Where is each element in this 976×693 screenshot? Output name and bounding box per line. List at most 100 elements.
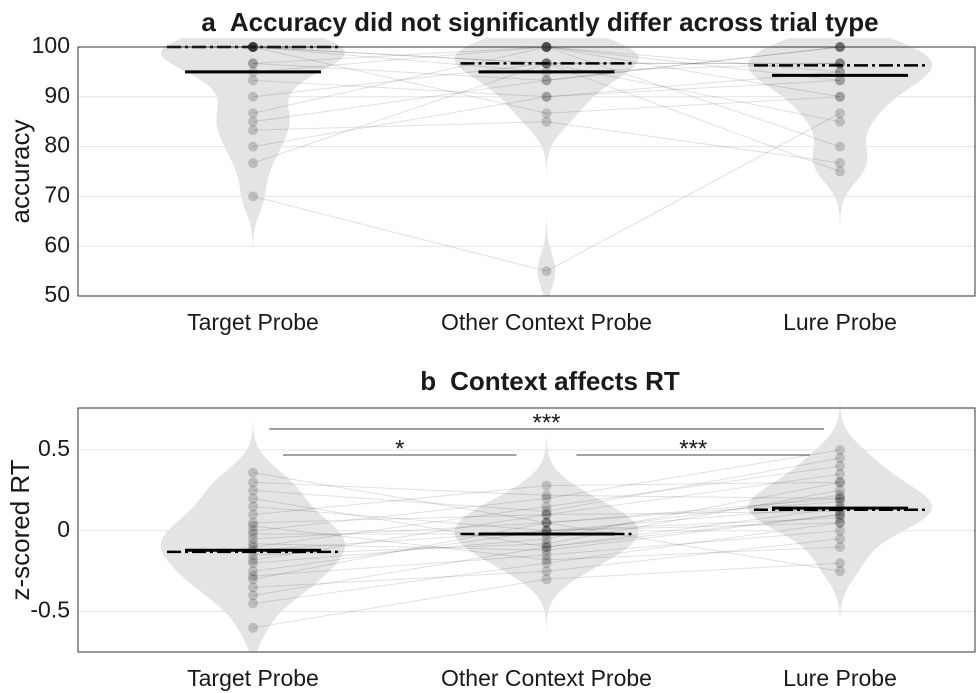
- y-tick-label: 50: [44, 281, 70, 307]
- participant-line: [252, 46, 841, 123]
- participant-point: [835, 490, 845, 501]
- participant-point: [541, 266, 552, 277]
- participant-point: [541, 550, 552, 561]
- participant-point: [248, 141, 258, 152]
- participant-point: [835, 453, 845, 464]
- violin: [454, 38, 639, 296]
- participant-point: [248, 558, 258, 569]
- participant-point: [835, 485, 845, 496]
- participant-point: [248, 598, 258, 609]
- panel-title: Context affects RT: [450, 366, 680, 396]
- participant-point: [248, 58, 258, 69]
- participant-point: [835, 116, 845, 127]
- x-tick-label: Target Probe: [187, 665, 319, 691]
- x-tick-label: Lure Probe: [783, 309, 897, 335]
- participant-point: [248, 520, 258, 531]
- participant-line: [252, 46, 841, 114]
- participant-point: [541, 506, 552, 517]
- participant-point: [541, 566, 552, 577]
- participant-point: [541, 545, 552, 556]
- participant-point: [541, 490, 552, 501]
- y-axis-label: accuracy: [5, 119, 35, 223]
- participant-point: [248, 58, 258, 69]
- participant-point: [835, 91, 845, 102]
- panel-title: Accuracy did not significantly differ ac…: [230, 7, 879, 37]
- participant-line: [252, 112, 841, 272]
- participant-point: [248, 125, 258, 136]
- y-tick-label: 70: [44, 181, 70, 207]
- participant-point: [248, 509, 258, 520]
- participant-point: [835, 91, 845, 102]
- participant-point: [248, 529, 258, 540]
- participant-line: [252, 473, 841, 524]
- participant-line: [252, 121, 841, 164]
- chart-title: b Context affects RT: [420, 366, 680, 396]
- participant-point: [541, 574, 552, 585]
- participant-point: [835, 477, 845, 488]
- participant-point: [541, 480, 552, 491]
- y-tick-label: 0.5: [38, 435, 70, 461]
- y-tick-label: 80: [44, 132, 70, 158]
- participant-line: [252, 46, 841, 81]
- participant-point: [248, 75, 258, 86]
- participant-point: [835, 509, 845, 520]
- participant-line: [252, 562, 841, 629]
- participant-line: [252, 472, 841, 572]
- violin: [161, 38, 345, 296]
- participant-point: [541, 554, 552, 565]
- participant-line: [252, 510, 841, 561]
- participant-line: [252, 481, 841, 516]
- participant-line: [252, 497, 841, 548]
- participant-point: [541, 558, 552, 569]
- participant-point: [248, 554, 258, 565]
- participant-point: [541, 541, 552, 552]
- participant-point: [835, 58, 845, 69]
- participant-point: [248, 493, 258, 504]
- y-tick-label: 100: [32, 32, 70, 58]
- plot-frame: [77, 407, 976, 653]
- participant-point: [835, 461, 845, 472]
- participant-point: [541, 509, 552, 520]
- participant-point: [248, 622, 258, 633]
- participant-point: [248, 108, 258, 119]
- participant-point: [835, 445, 845, 456]
- participant-point: [835, 108, 845, 119]
- participant-point: [248, 116, 258, 127]
- participant-line: [252, 506, 841, 532]
- participant-line: [252, 481, 841, 499]
- participant-point: [835, 477, 845, 488]
- participant-point: [541, 538, 552, 549]
- panel-label: a: [201, 7, 216, 37]
- participant-point: [248, 571, 258, 582]
- x-tick-label: Lure Probe: [783, 665, 897, 691]
- participant-point: [835, 512, 845, 523]
- participant-point: [541, 75, 552, 86]
- participant-point: [541, 541, 552, 552]
- y-tick-label: 90: [44, 82, 70, 108]
- participant-point: [835, 493, 845, 504]
- participant-point: [835, 558, 845, 569]
- participant-point: [248, 477, 258, 488]
- participant-point: [248, 525, 258, 536]
- participant-point: [835, 75, 845, 86]
- participant-line: [252, 514, 841, 596]
- participant-point: [248, 517, 258, 528]
- participant-point: [541, 108, 552, 119]
- participant-line: [252, 506, 841, 572]
- participant-point: [248, 501, 258, 512]
- participant-point: [835, 566, 845, 577]
- participant-point: [541, 91, 552, 102]
- violin: [161, 399, 345, 652]
- violin: [748, 38, 932, 296]
- participant-point: [248, 158, 258, 169]
- participant-point: [248, 191, 258, 202]
- x-tick-label: Other Context Probe: [441, 665, 652, 691]
- participant-point: [541, 533, 552, 544]
- participant-point: [835, 493, 845, 504]
- participant-point: [835, 525, 845, 536]
- participant-line: [252, 71, 841, 98]
- participant-line: [252, 497, 841, 580]
- violin: [454, 399, 639, 652]
- participant-point: [541, 116, 552, 127]
